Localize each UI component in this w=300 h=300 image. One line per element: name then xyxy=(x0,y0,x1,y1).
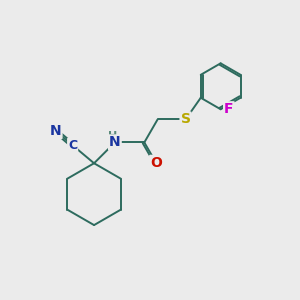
Text: F: F xyxy=(224,102,234,116)
Text: C: C xyxy=(68,139,77,152)
Text: S: S xyxy=(181,112,190,127)
Text: N: N xyxy=(50,124,62,138)
Text: H: H xyxy=(108,131,117,141)
Text: N: N xyxy=(109,135,121,149)
Text: O: O xyxy=(150,156,162,170)
